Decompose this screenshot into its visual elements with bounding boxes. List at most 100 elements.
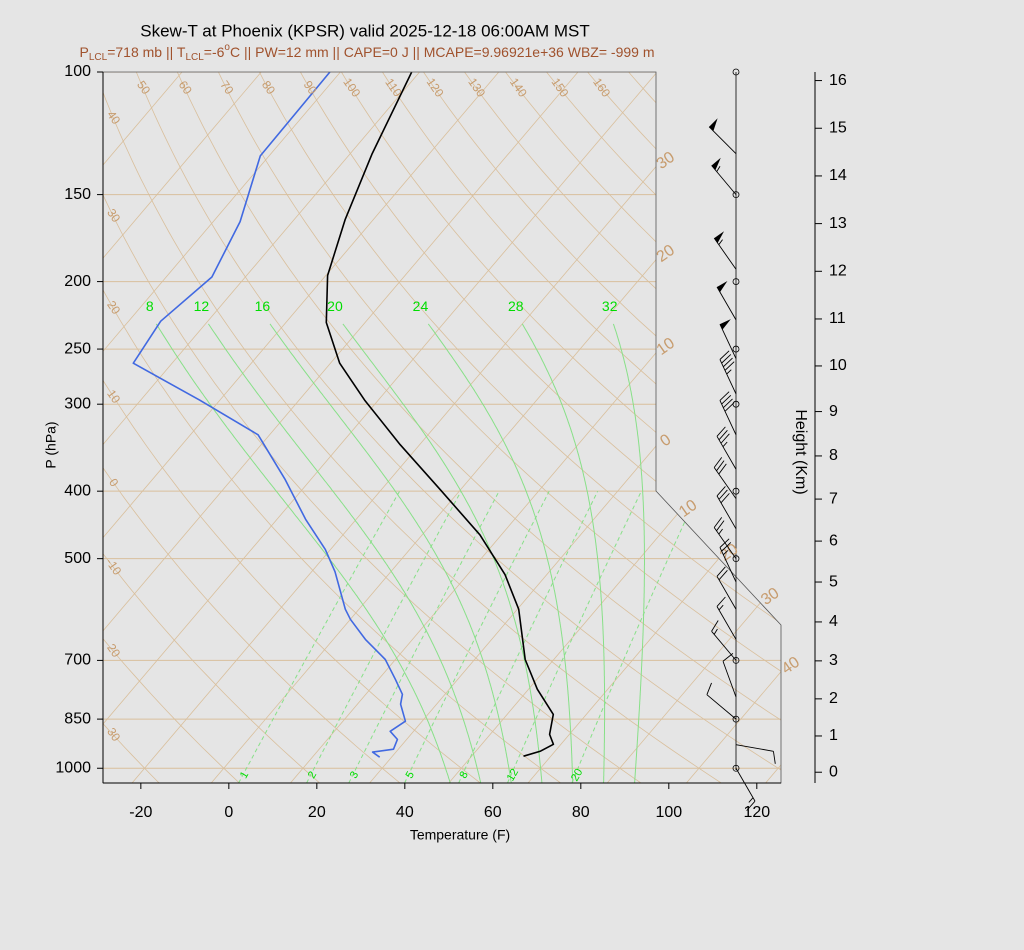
y-tick-label: 250	[64, 340, 91, 357]
wind-barb	[716, 280, 737, 321]
wind-column-marker	[732, 345, 740, 353]
moist-adiabat	[612, 323, 645, 783]
dry-adiabat	[546, 72, 781, 783]
wind-barb	[706, 682, 737, 720]
x-tick-label: 0	[224, 804, 233, 821]
dry-adiabat	[103, 72, 722, 783]
y-tick-label: 700	[64, 652, 91, 669]
wind-barb	[716, 596, 737, 640]
wind-barb	[719, 391, 737, 436]
y2-tick-label: 16	[829, 72, 847, 89]
barb-staff	[706, 682, 737, 720]
barb-staff	[735, 768, 756, 811]
moist-adiabat	[521, 323, 606, 783]
wind-barb	[716, 566, 737, 610]
barb-staff	[716, 596, 737, 640]
profile-line	[325, 72, 555, 757]
y2-tick-label: 0	[829, 763, 838, 780]
barb-flag	[719, 319, 731, 330]
barb-flag	[711, 157, 721, 171]
wind-column-marker	[732, 191, 740, 199]
y-tick-label: 200	[64, 273, 91, 290]
barb-staff	[711, 165, 737, 195]
wind-column-marker	[732, 555, 740, 563]
wind-barb	[735, 744, 776, 764]
dry-adiabat	[103, 72, 401, 783]
y-tick-label: 400	[64, 482, 91, 499]
x-tick-label: 100	[655, 804, 682, 821]
mixing-ratio-line	[348, 490, 500, 783]
isotherm	[103, 72, 262, 783]
y2-tick-label: 7	[829, 490, 838, 507]
isotherm	[131, 72, 737, 783]
wind-barb	[735, 768, 756, 811]
mixing-ratio-label: 2	[306, 769, 319, 780]
wind-barb	[716, 426, 737, 470]
dry-adiabat	[341, 72, 781, 783]
barb-staff	[719, 391, 737, 436]
x-axis-label: Temperature (F)	[410, 827, 510, 843]
y2-tick-label: 5	[829, 573, 838, 590]
wind-barb	[713, 231, 737, 270]
y2-tick-label: 11	[829, 310, 846, 327]
barb-staff	[735, 744, 776, 764]
dry-adiabat	[103, 72, 481, 783]
y2-tick-label: 8	[829, 447, 838, 464]
moist-adiabat-label: 12	[194, 298, 210, 314]
x-tick-label: 20	[308, 804, 326, 821]
subtitle-part: LCL	[89, 52, 108, 63]
wind-barb	[722, 653, 737, 698]
dry-adiabat	[103, 72, 642, 783]
mixing-ratio-label: 12	[505, 767, 522, 784]
y2-tick-label: 9	[829, 403, 838, 420]
subtitle-part: C || PW=12 mm || CAPE=0 J || MCAPE=9.969…	[230, 44, 655, 60]
profile-line	[132, 72, 407, 758]
dry-adiabat	[103, 72, 561, 783]
x-tick-label: 120	[743, 804, 770, 821]
isotherm	[103, 72, 658, 783]
barb-staff	[713, 237, 737, 270]
dry-adiabat	[135, 72, 781, 783]
barb-staff	[719, 538, 737, 583]
barb-staff	[716, 486, 737, 530]
mixing-ratio-label: 5	[404, 769, 417, 780]
moist-adiabat	[427, 323, 574, 783]
wind-column-marker	[732, 656, 740, 664]
y2-tick-label: 3	[829, 652, 838, 669]
subtitle-part: =718 mb || T	[107, 44, 186, 60]
wind-column-marker	[732, 715, 740, 723]
barb-flag	[709, 118, 718, 132]
dry-adiabat	[300, 72, 781, 783]
wind-barb	[719, 538, 737, 583]
wind-barb	[711, 620, 737, 661]
moist-adiabat-label: 24	[413, 298, 429, 314]
y-tick-label: 300	[64, 395, 91, 412]
y2-tick-label: 10	[829, 357, 847, 374]
x-tick-label: -20	[129, 804, 152, 821]
barb-staff	[716, 286, 737, 321]
y2-tick-label: 2	[829, 690, 838, 707]
chart-title: Skew-T at Phoenix (KPSR) valid 2025-12-1…	[140, 21, 589, 40]
dry-adiabat	[176, 72, 781, 783]
mixing-ratio-line	[306, 490, 462, 783]
y-tick-label: 850	[64, 710, 91, 727]
dry-adiabat	[103, 72, 320, 783]
wind-barb	[708, 118, 737, 154]
barb-staff	[719, 323, 737, 359]
subtitle-part: o	[224, 42, 230, 53]
wind-column-marker	[732, 487, 740, 495]
moist-adiabat-label: 32	[602, 298, 618, 314]
barb-staff	[711, 620, 737, 661]
x-tick-label: 40	[396, 804, 414, 821]
dry-adiabat	[259, 72, 781, 783]
y-axis-label: P (hPa)	[43, 421, 59, 468]
mixing-ratio-label: 3	[348, 769, 361, 780]
mixing-ratio-line	[404, 490, 550, 783]
wind-barb	[716, 486, 737, 530]
y2-tick-label: 4	[829, 613, 838, 630]
wind-column-marker	[732, 68, 740, 76]
moist-adiabat-label: 16	[255, 298, 271, 314]
barb-staff	[716, 426, 737, 470]
subtitle-part: LCL	[185, 52, 204, 63]
